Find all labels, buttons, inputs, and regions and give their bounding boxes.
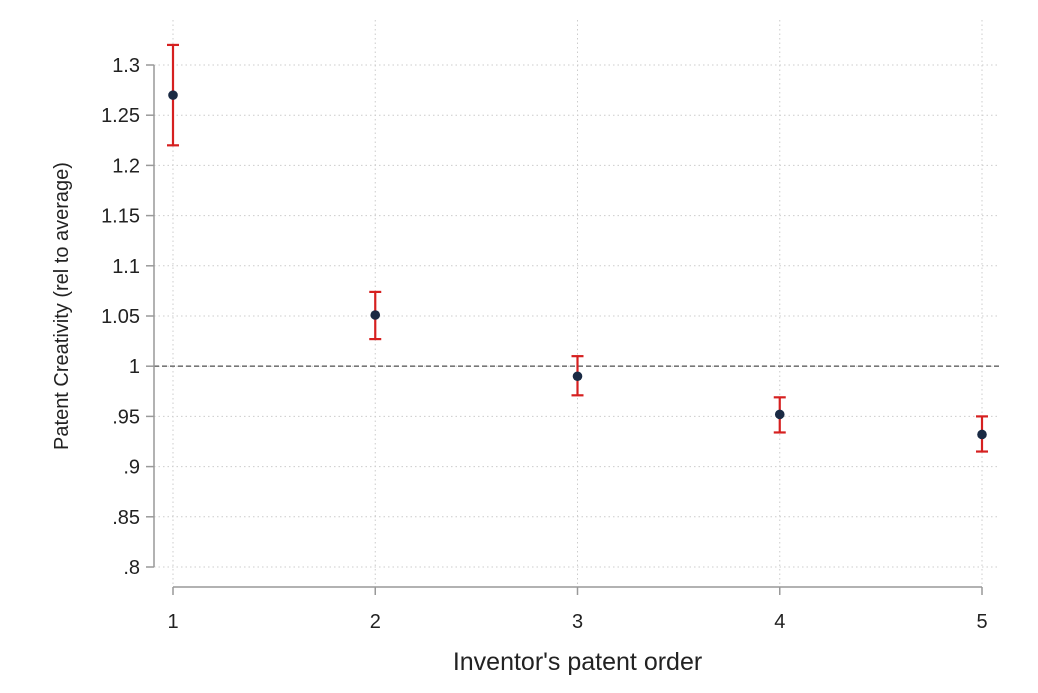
y-tick-label: 1.15 (101, 206, 140, 228)
x-tick-label: 5 (976, 611, 987, 633)
data-point (572, 371, 583, 382)
data-point (370, 310, 381, 320)
x-tick-label: 4 (774, 611, 785, 633)
data-point-group (167, 43, 179, 147)
data-marks (167, 43, 988, 453)
y-tick-label: .9 (123, 457, 140, 479)
y-axis-ticks: .8 .85 .9 .95 1 1.05 1.1 1.15 1.2 1.25 1.3 (101, 55, 154, 579)
data-point-group (773, 396, 786, 434)
y-tick-label: .85 (112, 507, 140, 529)
x-axis-title: Inventor's patent order (453, 648, 702, 676)
data-point-group (369, 290, 382, 341)
y-tick-label: .8 (123, 557, 140, 579)
y-tick-label: .95 (112, 406, 140, 428)
y-tick-label: 1.05 (101, 306, 140, 328)
y-tick-label: 1.2 (112, 155, 140, 177)
y-axis-title: Patent Creativity (rel to average) (51, 162, 73, 450)
x-tick-label: 3 (572, 611, 583, 633)
x-tick-label: 2 (370, 611, 381, 633)
data-point (774, 409, 785, 420)
data-point-group (976, 415, 988, 453)
y-tick-label: 1.1 (112, 256, 140, 278)
x-axis-ticks: 1 2 3 4 5 (167, 587, 988, 633)
x-tick-label: 1 (167, 611, 178, 633)
axes (153, 65, 982, 588)
data-point-group (571, 355, 584, 397)
y-tick-label: 1.3 (112, 55, 140, 77)
data-point (168, 90, 178, 100)
data-point (977, 429, 987, 440)
y-tick-label: 1.25 (101, 105, 140, 127)
grid-lines (154, 20, 1000, 587)
y-tick-label: 1 (129, 356, 140, 378)
